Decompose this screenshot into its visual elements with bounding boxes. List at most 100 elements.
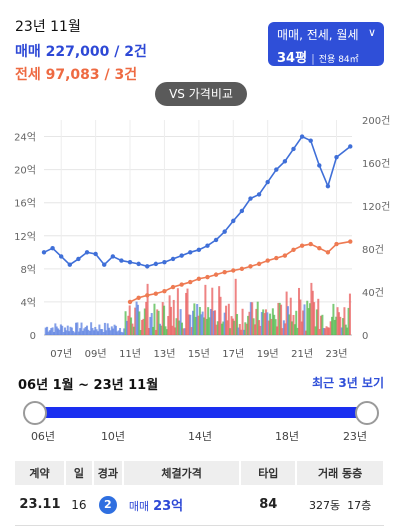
volume-bar <box>92 330 95 335</box>
volume-bar <box>304 330 307 335</box>
volume-bar <box>51 327 54 335</box>
data-point <box>291 146 296 152</box>
range-end-handle[interactable] <box>355 401 379 425</box>
volume-bar <box>114 325 117 335</box>
volume-bar <box>211 287 214 335</box>
volume-bar <box>244 322 247 335</box>
volume-bar <box>346 327 349 335</box>
volume-bar <box>258 320 261 335</box>
volume-bar <box>314 326 317 335</box>
volume-bar <box>315 309 318 335</box>
volume-bar <box>119 328 122 335</box>
range-title: 06년 1월 ~ 23년 11월 <box>18 378 159 393</box>
volume-bar <box>134 307 137 335</box>
volume-bar <box>189 314 192 335</box>
data-point <box>348 239 353 244</box>
table-row[interactable]: 23.11 16 2 매매 23억 84 327동 17층 <box>15 485 384 526</box>
data-point <box>50 245 55 251</box>
volume-bar <box>237 327 240 335</box>
volume-bar <box>270 318 273 335</box>
area-exclusive: 전용 84㎡ <box>318 55 359 65</box>
col-dong-floor: 거래 동층 <box>296 461 385 485</box>
volume-bar <box>77 331 80 335</box>
volume-bar <box>153 303 156 335</box>
data-point <box>256 192 262 197</box>
volume-bar <box>208 317 211 335</box>
data-point <box>41 250 47 255</box>
volume-bar <box>216 321 219 335</box>
transaction-table: 계약 일 경과 체결가격 타입 거래 동층 23.11 16 2 매매 23억 8… <box>15 461 385 526</box>
data-point <box>282 253 288 258</box>
data-point <box>153 261 159 267</box>
y-right-tick: 80건 <box>362 244 384 256</box>
x-tick: 23년 <box>326 348 348 360</box>
volume-bar <box>91 328 94 335</box>
slider-tick: 10년 <box>100 430 126 443</box>
volume-bar <box>322 328 325 335</box>
series-line-sale <box>43 135 351 268</box>
col-type: 타입 <box>240 461 298 485</box>
volume-bar <box>196 304 199 335</box>
volume-bar <box>262 309 265 335</box>
volume-bar <box>83 328 86 335</box>
volume-bar <box>169 306 172 335</box>
volume-bar <box>95 329 98 335</box>
data-point <box>348 144 353 149</box>
volume-bar <box>317 298 320 335</box>
deal-type-label: 매매, 전세, 월세 <box>277 28 359 42</box>
volume-bar <box>197 315 200 335</box>
volume-bar <box>313 302 316 335</box>
data-point <box>248 264 253 269</box>
volume-bar <box>72 330 75 335</box>
data-point <box>231 218 236 224</box>
data-point <box>162 260 167 265</box>
range-slider-track[interactable] <box>35 407 368 418</box>
x-tick: 11년 <box>119 348 141 360</box>
jeonse-summary: 전세 97,083 / 3건 <box>15 67 138 83</box>
recent-3y-link[interactable]: 최근 3년 보기 <box>312 376 384 390</box>
volume-bar <box>94 326 97 335</box>
volume-bar <box>282 320 285 335</box>
volume-bar <box>271 308 274 335</box>
volume-bar <box>101 329 104 335</box>
volume-bar <box>256 301 259 335</box>
volume-bar <box>288 314 291 335</box>
data-point <box>265 258 270 263</box>
data-point <box>308 138 313 143</box>
y-right-tick: 160건 <box>362 158 390 170</box>
volume-bar <box>236 314 239 335</box>
data-point <box>110 254 116 259</box>
volume-bar <box>80 322 83 335</box>
col-price: 체결가격 <box>122 461 242 485</box>
cell-day: 16 <box>64 485 93 526</box>
price-value: 23억 <box>153 499 184 515</box>
volume-bar <box>174 327 177 335</box>
volume-bar <box>99 329 102 335</box>
volume-bar <box>286 306 289 335</box>
volume-bar <box>300 321 303 335</box>
y-right-tick: 120건 <box>362 201 390 213</box>
volume-bar <box>168 295 171 335</box>
volume-bar <box>263 313 266 335</box>
volume-bar <box>267 320 270 335</box>
volume-bar <box>55 326 58 335</box>
volume-bar <box>163 305 166 335</box>
deal-filter-button[interactable]: 매매, 전세, 월세 ∨ 34평 | 전용 84㎡ <box>268 22 384 66</box>
volume-bar <box>81 330 84 335</box>
cell-price: 매매 23억 <box>122 485 241 526</box>
data-point <box>334 155 339 160</box>
volume-bar <box>61 325 64 335</box>
volume-bar <box>285 291 288 335</box>
volume-bar <box>105 330 108 335</box>
data-point <box>213 272 219 277</box>
slider-tick: 06년 <box>30 430 56 443</box>
range-start-handle[interactable] <box>23 401 47 425</box>
volume-bar <box>207 307 210 335</box>
data-point <box>291 247 296 253</box>
volume-bar <box>186 288 189 335</box>
x-tick: 09년 <box>85 348 107 360</box>
y-left-tick: 16억 <box>14 198 36 210</box>
cell-dong-floor: 327동 17층 <box>296 485 384 526</box>
volume-bar <box>275 326 278 335</box>
price-compare-button[interactable]: VS 가격비교 <box>155 82 247 106</box>
